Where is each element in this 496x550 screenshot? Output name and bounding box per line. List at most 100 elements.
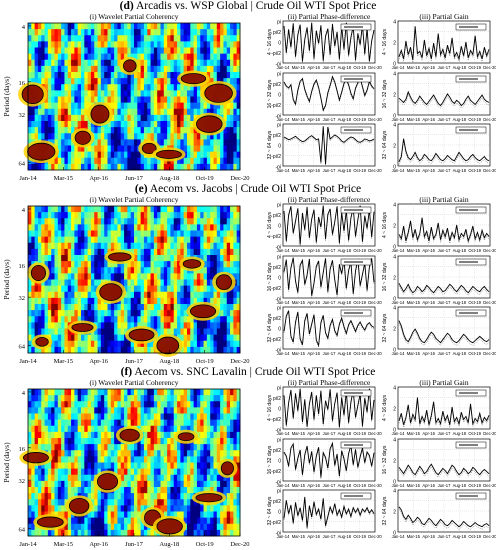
heat-cell bbox=[226, 47, 231, 55]
heat-cell bbox=[170, 444, 175, 451]
heat-cell bbox=[196, 23, 201, 30]
heat-cell bbox=[94, 389, 98, 396]
heat-cell bbox=[173, 133, 178, 140]
heat-cell bbox=[143, 401, 148, 408]
heat-cell bbox=[71, 340, 75, 348]
heat-cell bbox=[64, 401, 69, 408]
heat-cell bbox=[90, 297, 95, 305]
heat-cell bbox=[230, 133, 234, 140]
phase-xtick: Aug-18 bbox=[338, 65, 352, 70]
heat-cell bbox=[54, 499, 59, 506]
heat-cell bbox=[28, 511, 32, 519]
heat-cell bbox=[51, 499, 55, 506]
heat-cell bbox=[173, 212, 178, 219]
heat-cell bbox=[107, 431, 112, 439]
heat-cell bbox=[157, 72, 161, 79]
heat-cell bbox=[220, 322, 224, 329]
heat-cell bbox=[77, 78, 82, 85]
heat-cell bbox=[190, 23, 195, 30]
heat-cell bbox=[134, 157, 138, 165]
heat-cell bbox=[114, 328, 118, 336]
heat-cell bbox=[160, 248, 165, 256]
heat-cell bbox=[203, 450, 208, 457]
heat-cell bbox=[61, 102, 65, 110]
heat-cell bbox=[74, 151, 79, 159]
heat-cell bbox=[84, 493, 89, 500]
heat-cell bbox=[177, 279, 181, 287]
heat-cell bbox=[163, 480, 168, 488]
heat-cell bbox=[233, 523, 238, 531]
heat-cell bbox=[120, 114, 125, 122]
heat-cell bbox=[236, 145, 241, 153]
heat-cell bbox=[114, 114, 118, 122]
heat-cell bbox=[47, 425, 52, 433]
heat-cell bbox=[140, 151, 145, 159]
heat-cell bbox=[196, 139, 201, 146]
heat-cell bbox=[110, 444, 115, 451]
heat-cell bbox=[134, 346, 138, 354]
heat-cell bbox=[190, 273, 195, 280]
heat-cell bbox=[94, 450, 98, 457]
heat-cell bbox=[84, 29, 89, 36]
heat-cell bbox=[223, 310, 228, 317]
heat-cell bbox=[97, 53, 102, 61]
heat-cell bbox=[34, 328, 39, 336]
heat-cell bbox=[127, 47, 132, 55]
heat-cell bbox=[31, 108, 36, 116]
heat-cell bbox=[203, 248, 208, 256]
heat-cell bbox=[87, 230, 92, 238]
heat-cell bbox=[150, 499, 155, 506]
heat-cell bbox=[130, 224, 135, 231]
heat-cell bbox=[114, 84, 118, 91]
heat-cell bbox=[200, 248, 204, 256]
heat-cell bbox=[137, 511, 142, 519]
heat-cell bbox=[230, 346, 234, 354]
phase-ytick: pi bbox=[277, 203, 281, 209]
heat-cell bbox=[117, 121, 122, 128]
heat-cell bbox=[167, 35, 171, 42]
heat-blob bbox=[190, 304, 216, 318]
heat-cell bbox=[183, 291, 188, 299]
heat-cell bbox=[223, 413, 228, 421]
heat-cell bbox=[140, 474, 145, 482]
heat-cell bbox=[67, 248, 72, 256]
heat-cell bbox=[236, 127, 241, 134]
heat-cell bbox=[57, 297, 62, 305]
heat-cell bbox=[216, 340, 221, 348]
heat-cell bbox=[44, 389, 49, 396]
heat-cell bbox=[90, 29, 95, 36]
heat-cell bbox=[230, 59, 234, 67]
heat-cell bbox=[41, 218, 45, 225]
heat-cell bbox=[196, 523, 201, 531]
heat-cell bbox=[200, 395, 204, 402]
heat-cell bbox=[203, 419, 208, 427]
heat-cell bbox=[51, 487, 55, 494]
heat-cell bbox=[127, 279, 132, 287]
heat-cell bbox=[230, 53, 234, 61]
heat-cell bbox=[100, 499, 105, 506]
heat-cell bbox=[180, 407, 185, 414]
heat-cell bbox=[47, 53, 52, 61]
heat-cell bbox=[134, 23, 138, 30]
heat-cell bbox=[94, 139, 98, 146]
heat-cell bbox=[216, 230, 221, 238]
heat-cell bbox=[150, 53, 155, 61]
heat-cell bbox=[216, 523, 221, 531]
heat-cell bbox=[177, 157, 181, 165]
heat-cell bbox=[64, 255, 69, 262]
heat-cell bbox=[150, 291, 155, 299]
heat-cell bbox=[150, 242, 155, 250]
heat-blob bbox=[123, 59, 137, 72]
heat-cell bbox=[213, 462, 218, 470]
heat-cell bbox=[206, 65, 211, 73]
heat-cell bbox=[97, 261, 102, 268]
heat-cell bbox=[230, 218, 234, 225]
heat-cell bbox=[157, 133, 161, 140]
heat-cell bbox=[100, 218, 105, 225]
heat-cell bbox=[206, 261, 211, 268]
heat-cell bbox=[147, 444, 151, 451]
heat-cell bbox=[47, 279, 52, 287]
heat-cell bbox=[54, 157, 59, 165]
heat-cell bbox=[196, 517, 201, 525]
heat-cell bbox=[140, 108, 145, 116]
